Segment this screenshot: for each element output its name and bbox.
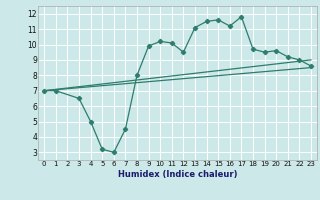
X-axis label: Humidex (Indice chaleur): Humidex (Indice chaleur) bbox=[118, 170, 237, 179]
